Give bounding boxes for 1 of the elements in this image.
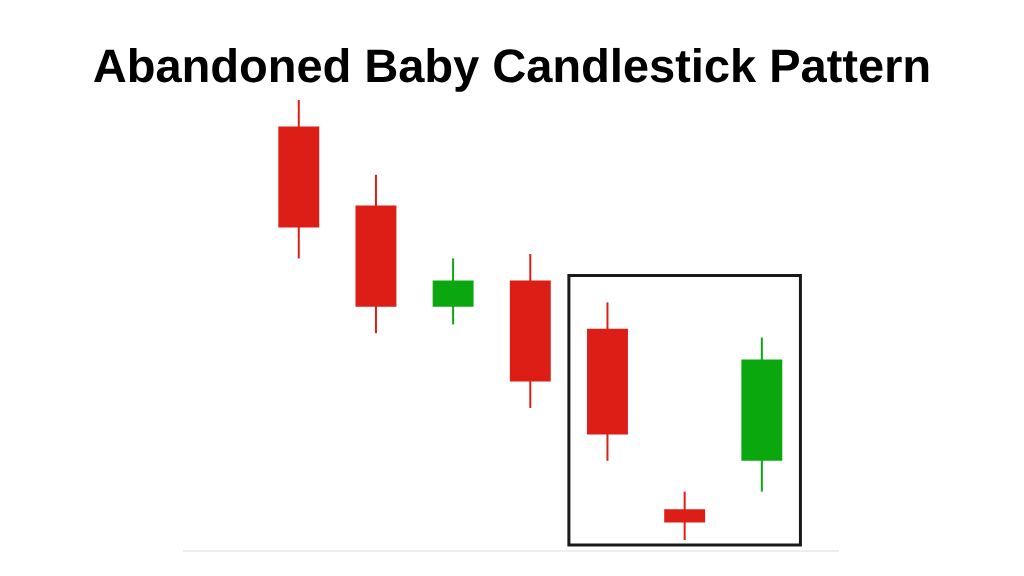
chart-title: Abandoned Baby Candlestick Pattern	[94, 47, 929, 92]
